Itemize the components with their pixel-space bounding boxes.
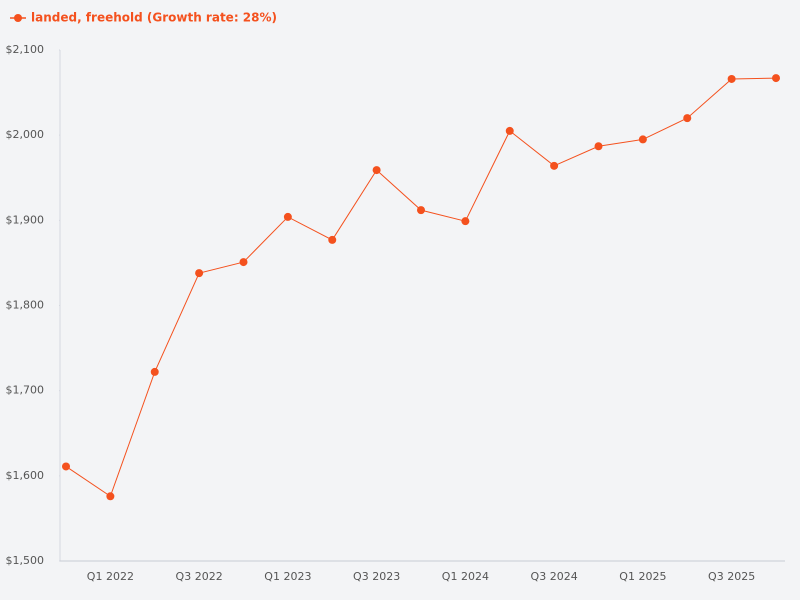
data-point xyxy=(372,166,381,175)
data-point xyxy=(594,142,603,151)
x-tick-label: Q1 2022 xyxy=(87,570,134,583)
data-point xyxy=(727,74,736,83)
x-tick-label: Q3 2022 xyxy=(176,570,223,583)
data-point xyxy=(283,212,292,221)
x-tick-label: Q3 2023 xyxy=(353,570,400,583)
data-point xyxy=(638,135,647,144)
x-tick-label: Q3 2025 xyxy=(708,570,755,583)
data-point xyxy=(505,126,514,135)
data-point xyxy=(239,258,248,267)
data-point xyxy=(62,462,70,471)
data-point xyxy=(683,114,692,123)
y-tick-label: $2,100 xyxy=(6,43,45,56)
data-point xyxy=(106,492,115,501)
x-tick-label: Q3 2024 xyxy=(531,570,578,583)
y-tick-label: $1,500 xyxy=(6,554,45,567)
y-tick-label: $1,700 xyxy=(6,384,45,397)
y-tick-label: $1,600 xyxy=(6,469,45,482)
y-tick-label: $1,900 xyxy=(6,213,45,226)
y-tick-label: $2,000 xyxy=(6,128,45,141)
x-tick-label: Q1 2023 xyxy=(264,570,311,583)
legend-marker xyxy=(14,14,22,22)
x-tick-label: Q1 2025 xyxy=(619,570,666,583)
data-point xyxy=(550,161,559,170)
data-point xyxy=(772,74,780,83)
data-point xyxy=(195,269,204,278)
data-point xyxy=(461,217,470,226)
x-tick-label: Q1 2024 xyxy=(442,570,489,583)
data-point xyxy=(328,235,337,244)
legend-label: landed, freehold (Growth rate: 28%) xyxy=(31,11,277,25)
data-point xyxy=(417,206,425,215)
data-point xyxy=(150,367,159,376)
series-line xyxy=(65,77,777,498)
y-tick-label: $1,800 xyxy=(6,299,45,312)
